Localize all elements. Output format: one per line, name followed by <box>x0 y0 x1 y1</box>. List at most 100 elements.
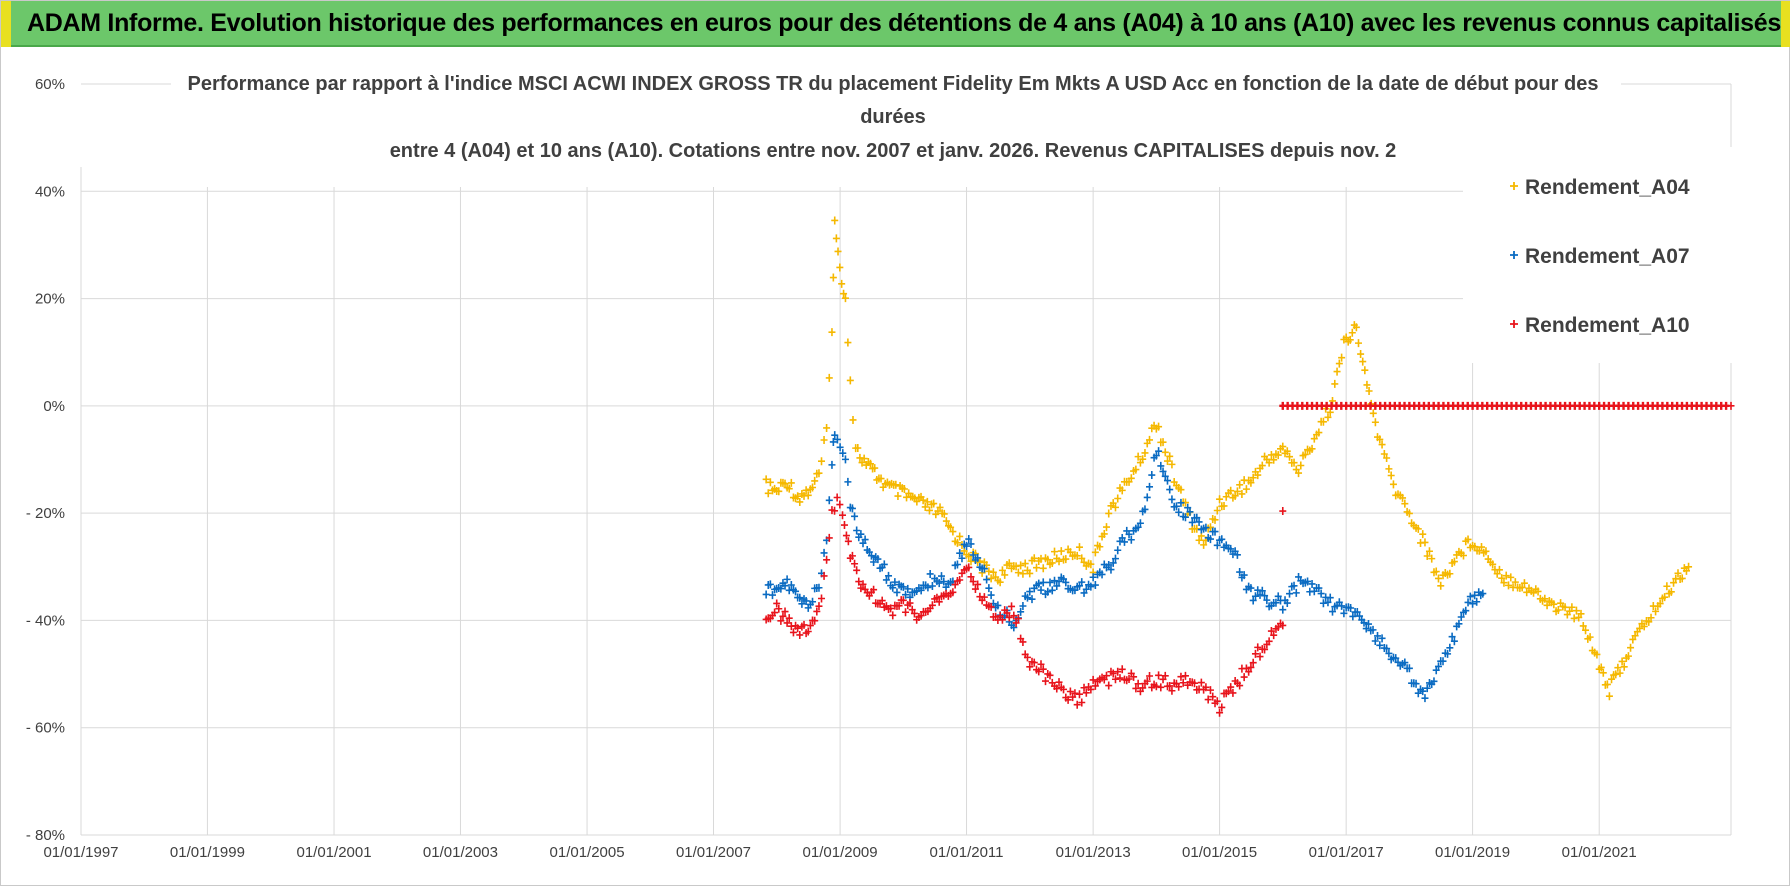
data-point <box>1114 667 1122 676</box>
data-point <box>1166 452 1174 461</box>
data-point <box>1419 530 1427 539</box>
data-point <box>818 594 826 603</box>
data-point <box>1161 472 1169 481</box>
data-point <box>1359 357 1367 366</box>
data-point <box>1163 457 1171 466</box>
data-point <box>1326 408 1334 417</box>
data-point <box>1236 681 1244 690</box>
data-point <box>1166 485 1174 494</box>
data-point <box>815 583 823 592</box>
data-point <box>1446 569 1454 578</box>
data-point <box>1582 626 1590 635</box>
data-point <box>1168 460 1176 469</box>
data-point <box>825 496 833 505</box>
title-background <box>171 67 1621 187</box>
data-point <box>1308 579 1316 588</box>
data-point <box>1152 682 1160 691</box>
data-point <box>1091 548 1099 557</box>
data-point <box>1439 657 1447 666</box>
data-point <box>834 247 842 256</box>
data-point <box>1048 558 1056 567</box>
data-point <box>1466 592 1474 601</box>
data-point <box>815 602 823 611</box>
data-point <box>933 593 941 602</box>
data-point <box>967 557 975 566</box>
data-point <box>853 566 861 575</box>
data-point <box>1035 579 1043 588</box>
data-point <box>1181 671 1189 680</box>
data-point <box>928 582 936 591</box>
data-point <box>1091 681 1099 690</box>
data-point <box>1163 476 1171 485</box>
data-point <box>1010 611 1018 620</box>
data-point <box>965 535 973 544</box>
banner-corner-left <box>1 1 11 47</box>
data-point <box>1181 513 1189 522</box>
data-point <box>1233 487 1241 496</box>
data-point <box>1317 589 1325 598</box>
data-point <box>1014 568 1022 577</box>
data-point <box>829 437 837 446</box>
data-point <box>1017 607 1025 616</box>
data-point <box>841 294 849 303</box>
data-point <box>1218 703 1226 712</box>
data-point <box>1179 678 1187 687</box>
data-point <box>1605 692 1613 701</box>
data-point <box>1301 450 1309 459</box>
data-point <box>1329 607 1337 616</box>
data-point <box>1511 578 1519 587</box>
data-point <box>1136 519 1144 528</box>
data-point <box>1295 469 1303 478</box>
data-point <box>928 601 936 610</box>
data-point <box>878 596 886 605</box>
data-point <box>775 604 783 613</box>
data-point <box>832 234 840 243</box>
data-point <box>1286 589 1294 598</box>
data-point <box>777 616 785 625</box>
data-point <box>1279 507 1287 516</box>
data-point <box>823 423 831 432</box>
data-point <box>1401 499 1409 508</box>
data-point <box>836 443 844 452</box>
data-point <box>820 435 828 444</box>
data-point <box>1371 418 1379 427</box>
data-point <box>811 476 819 485</box>
data-point <box>889 583 897 592</box>
data-point <box>773 599 781 608</box>
data-point <box>1290 458 1298 467</box>
data-point <box>1139 683 1147 692</box>
data-point <box>1432 567 1440 576</box>
data-point <box>1028 595 1036 604</box>
data-point <box>1227 544 1235 553</box>
data-point <box>1265 458 1273 467</box>
data-point <box>1125 530 1133 539</box>
data-point <box>1139 455 1147 464</box>
data-point <box>1039 665 1047 674</box>
data-point <box>1340 609 1348 618</box>
data-point <box>781 607 789 616</box>
data-point <box>1518 583 1526 592</box>
data-point <box>1270 455 1278 464</box>
data-point <box>1048 586 1056 595</box>
data-point <box>910 609 918 618</box>
data-point <box>1586 633 1594 642</box>
data-point <box>882 575 890 584</box>
data-point <box>1197 678 1205 687</box>
data-point <box>1155 671 1163 680</box>
data-point <box>1678 574 1686 583</box>
data-point <box>1256 652 1264 661</box>
data-point <box>1023 593 1031 602</box>
data-point <box>930 499 938 508</box>
data-point <box>1685 562 1693 571</box>
data-point <box>853 526 861 535</box>
data-point <box>1005 559 1013 568</box>
series-Rendement_A07 <box>762 431 1487 703</box>
data-point <box>1425 547 1433 556</box>
data-point <box>1039 564 1047 573</box>
data-point <box>844 477 852 486</box>
data-point <box>768 591 776 600</box>
chart: Performance par rapport à l'indice MSCI … <box>26 67 1735 861</box>
data-point <box>1365 386 1373 395</box>
data-point <box>1459 551 1467 560</box>
data-point <box>1071 689 1079 698</box>
